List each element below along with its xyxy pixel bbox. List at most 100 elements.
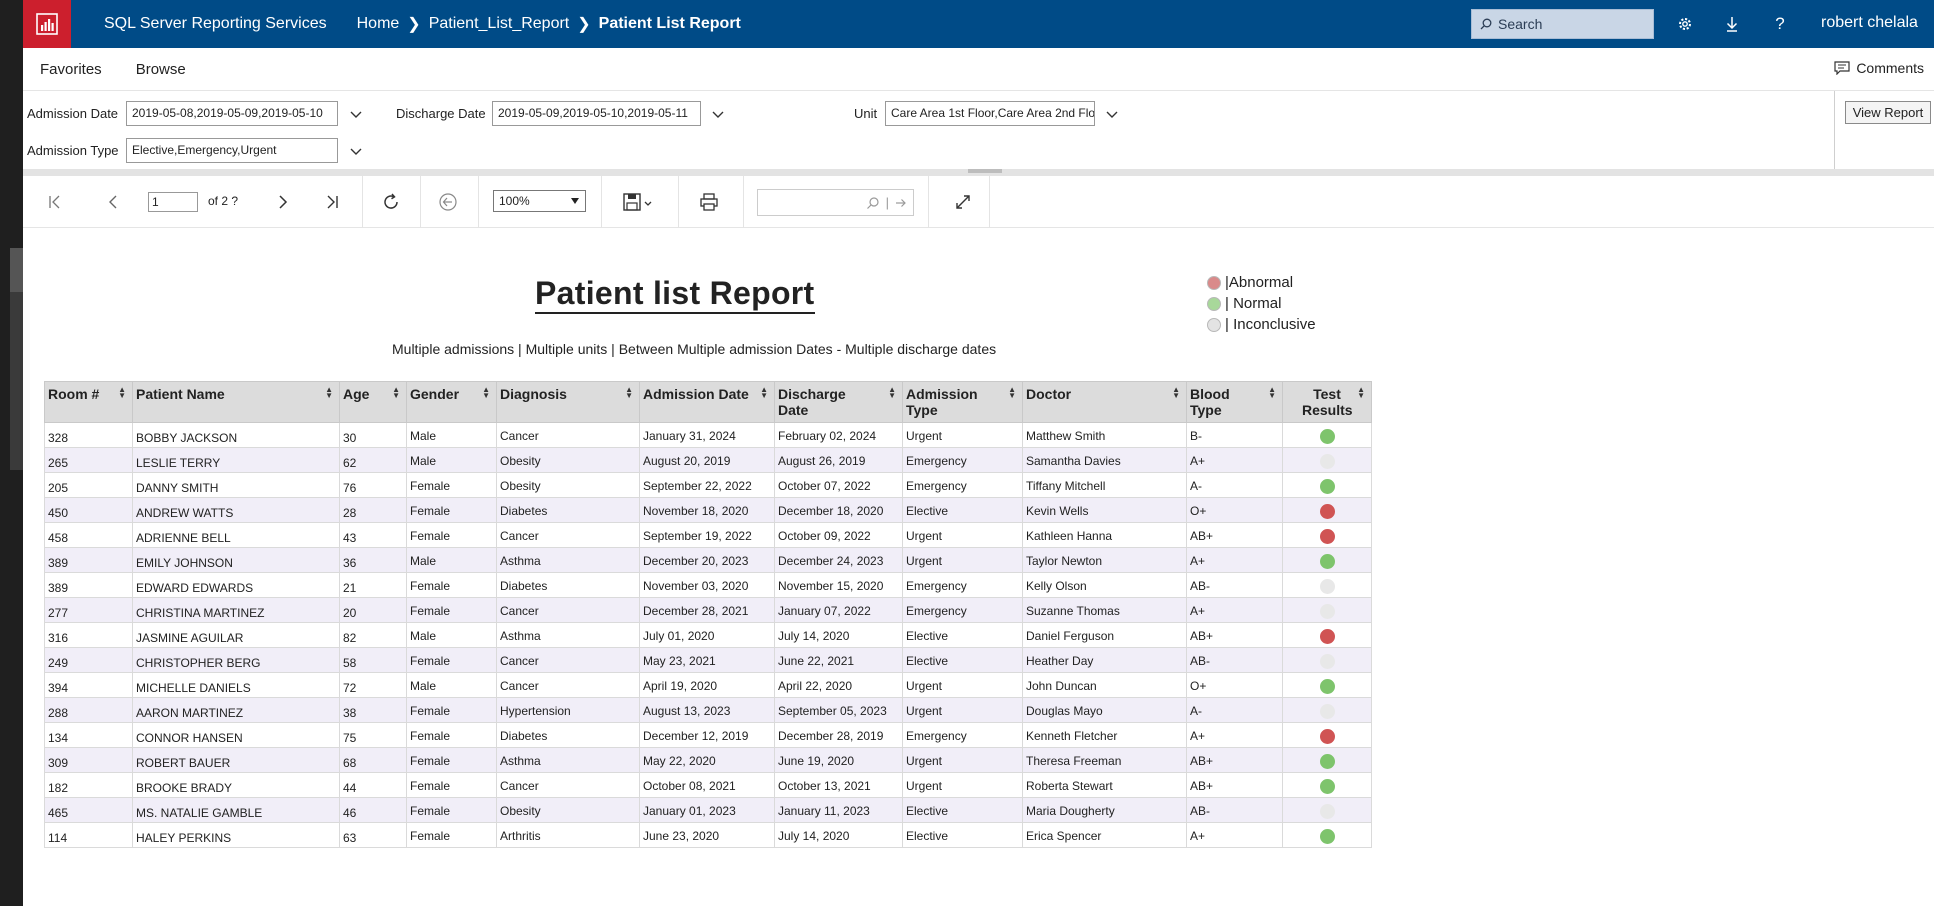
refresh-icon[interactable] — [373, 176, 409, 228]
unit-dropdown-icon[interactable] — [1104, 106, 1120, 122]
column-header-patient-name[interactable]: Patient Name ▲ ▼ — [132, 381, 340, 423]
sort-icon[interactable]: ▲ ▼ — [392, 385, 400, 400]
find-search-icon[interactable] — [866, 196, 880, 210]
zoom-select[interactable]: 100% — [493, 190, 586, 212]
back-to-parent-icon[interactable] — [430, 176, 466, 228]
column-header-test-results[interactable]: Test Results ▲ ▼ — [1282, 381, 1372, 423]
nav-browse[interactable]: Browse — [135, 60, 186, 78]
normal-status-icon — [1319, 753, 1335, 769]
report-body: Patient list Report Multiple admissions … — [23, 229, 1934, 906]
test-result-cell — [1282, 622, 1372, 648]
column-header-age[interactable]: Age ▲ ▼ — [339, 381, 407, 423]
admission-date-cell: May 22, 2020 — [639, 747, 775, 773]
export-save-icon[interactable] — [613, 176, 663, 228]
sort-icon[interactable]: ▲ ▼ — [1268, 385, 1276, 400]
diagnosis-cell: Asthma — [496, 622, 640, 648]
previous-page-icon[interactable] — [95, 176, 131, 228]
gender-cell: Male — [406, 622, 497, 648]
breadcrumb-folder[interactable]: Patient_List_Report — [428, 15, 570, 32]
nav-favorites[interactable]: Favorites — [40, 60, 102, 78]
admission-date-cell: December 28, 2021 — [639, 597, 775, 623]
sort-icon[interactable]: ▲ ▼ — [1357, 385, 1365, 400]
download-icon[interactable] — [1720, 12, 1744, 36]
admission-date-cell: July 01, 2020 — [639, 622, 775, 648]
column-header-diagnosis[interactable]: Diagnosis ▲ ▼ — [496, 381, 640, 423]
doctor-cell: Maria Dougherty — [1022, 797, 1187, 823]
settings-icon[interactable] — [1673, 12, 1697, 36]
view-report-button[interactable]: View Report — [1845, 101, 1931, 124]
sort-icon[interactable]: ▲ ▼ — [1172, 385, 1180, 400]
patient-name-cell: EDWARD EDWARDS — [132, 572, 340, 598]
breadcrumb-home[interactable]: Home — [356, 15, 400, 32]
sort-icon[interactable]: ▲ ▼ — [760, 385, 768, 400]
admission-type-dropdown-icon[interactable] — [348, 143, 364, 159]
search-placeholder: Search — [1498, 16, 1543, 32]
admission-date-field[interactable]: 2019-05-08,2019-05-09,2019-05-10 — [126, 101, 338, 126]
user-name[interactable]: robert chelala — [1821, 14, 1918, 31]
params-splitter[interactable] — [23, 169, 1934, 176]
last-page-icon[interactable] — [314, 176, 350, 228]
breadcrumb-separator-icon: ❯ — [577, 16, 591, 33]
column-header-admission-date[interactable]: Admission Date ▲ ▼ — [639, 381, 775, 423]
find-next-icon[interactable] — [895, 197, 907, 209]
sort-icon[interactable]: ▲ ▼ — [625, 385, 633, 400]
test-result-cell — [1282, 447, 1372, 473]
sort-icon[interactable]: ▲ ▼ — [1008, 385, 1016, 400]
current-page-input[interactable]: 1 — [148, 192, 198, 212]
admission-date-cell: August 20, 2019 — [639, 447, 775, 473]
params-divider — [1834, 91, 1835, 169]
admission-date-cell: August 13, 2023 — [639, 697, 775, 723]
splitter-grip-icon[interactable] — [968, 169, 1002, 173]
help-icon[interactable]: ? — [1775, 14, 1785, 33]
gender-cell: Female — [406, 597, 497, 623]
admission-type-field[interactable]: Elective,Emergency,Urgent — [126, 138, 338, 163]
left-editor-strip — [0, 0, 23, 906]
search-input[interactable]: Search — [1471, 9, 1654, 39]
table-row: 328 BOBBY JACKSON 30 Male Cancer January 31, … — [44, 422, 1372, 448]
room-cell: 458 — [44, 522, 133, 548]
next-page-icon[interactable] — [265, 176, 301, 228]
table-row: 389 EDWARD EDWARDS 21 Female Diabetes Novembe… — [44, 572, 1372, 598]
sort-icon[interactable]: ▲ ▼ — [888, 385, 896, 400]
blood-type-cell: A- — [1186, 472, 1283, 498]
discharge-date-field[interactable]: 2019-05-09,2019-05-10,2019-05-11 — [492, 101, 701, 126]
ssrs-logo-icon[interactable] — [23, 0, 71, 48]
sort-icon[interactable]: ▲ ▼ — [118, 385, 126, 400]
room-cell: 389 — [44, 547, 133, 573]
fullscreen-icon[interactable] — [945, 176, 981, 228]
room-cell: 249 — [44, 647, 133, 673]
column-header-doctor[interactable]: Doctor ▲ ▼ — [1022, 381, 1187, 423]
print-icon[interactable] — [689, 176, 729, 228]
inconclusive-status-icon — [1319, 653, 1335, 669]
first-page-icon[interactable] — [37, 176, 73, 228]
inconclusive-status-icon — [1207, 317, 1221, 332]
unit-field[interactable]: Care Area 1st Floor,Care Area 2nd Floor — [885, 101, 1095, 126]
app-title[interactable]: SQL Server Reporting Services — [104, 15, 327, 32]
column-header-blood-type[interactable]: Blood Type ▲ ▼ — [1186, 381, 1283, 423]
find-divider: | — [885, 195, 889, 210]
admission-date-dropdown-icon[interactable] — [348, 106, 364, 122]
column-header-discharge-date[interactable]: Discharge Date ▲ ▼ — [774, 381, 903, 423]
age-cell: 43 — [339, 522, 407, 548]
side-scroll-track — [10, 250, 23, 470]
room-cell: 316 — [44, 622, 133, 648]
column-header-gender[interactable]: Gender ▲ ▼ — [406, 381, 497, 423]
abnormal-status-icon — [1319, 628, 1335, 644]
age-cell: 58 — [339, 647, 407, 673]
age-cell: 46 — [339, 797, 407, 823]
admission-date-cell: October 08, 2021 — [639, 772, 775, 798]
column-header-room[interactable]: Room # ▲ ▼ — [44, 381, 133, 423]
side-scroll-thumb[interactable] — [10, 248, 23, 292]
sort-icon[interactable]: ▲ ▼ — [482, 385, 490, 400]
normal-status-icon — [1319, 428, 1335, 444]
discharge-date-dropdown-icon[interactable] — [710, 106, 726, 122]
admission-type-cell: Elective — [902, 622, 1023, 648]
doctor-cell: Heather Day — [1022, 647, 1187, 673]
column-header-admission-type[interactable]: Admission Type ▲ ▼ — [902, 381, 1023, 423]
comments-button[interactable]: Comments — [1834, 60, 1924, 76]
find-text-input[interactable]: | — [757, 189, 914, 216]
room-cell: 394 — [44, 672, 133, 698]
gender-cell: Female — [406, 822, 497, 848]
table-row: 249 CHRISTOPHER BERG 58 Female Cancer May 23,… — [44, 647, 1372, 673]
sort-icon[interactable]: ▲ ▼ — [325, 385, 333, 400]
